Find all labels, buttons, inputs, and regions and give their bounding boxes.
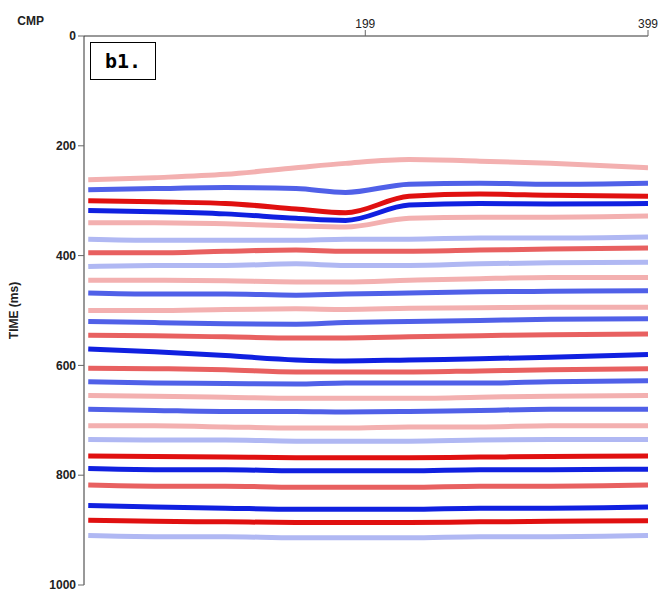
svg-text:0: 0 [69, 29, 76, 43]
html-text:b1.: b1. [105, 49, 142, 73]
svg-text:CMP: CMP [17, 14, 44, 28]
svg-text:800: 800 [56, 468, 76, 482]
svg-text:199: 199 [355, 17, 375, 31]
svg-text:399: 399 [638, 17, 658, 31]
svg-text:1000: 1000 [49, 578, 76, 592]
svg-text:600: 600 [56, 359, 76, 373]
svg-text:TIME (ms): TIME (ms) [7, 282, 21, 339]
svg-text:200: 200 [56, 139, 76, 153]
svg-text:400: 400 [56, 249, 76, 263]
